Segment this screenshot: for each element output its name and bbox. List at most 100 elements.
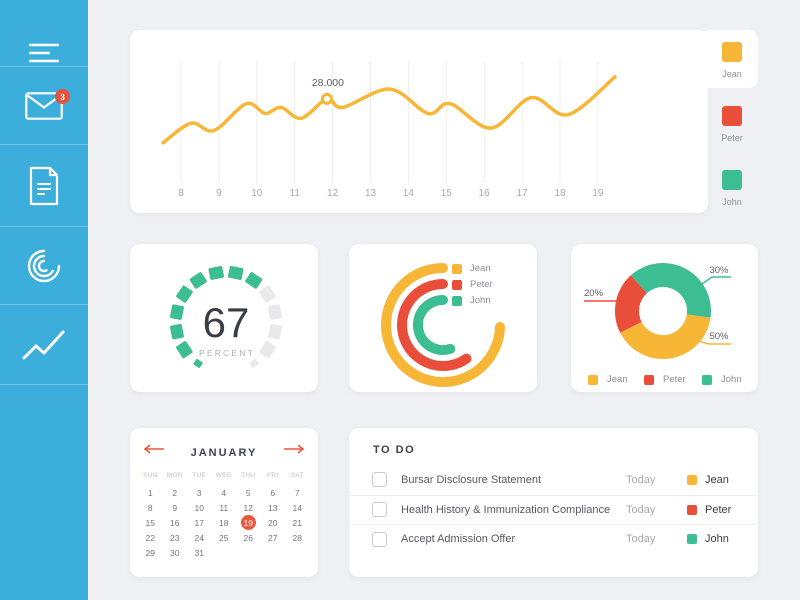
calendar-day[interactable]: 29 [145,548,155,559]
sidebar-item-reports[interactable] [0,227,88,305]
calendar-day[interactable]: 2 [172,487,178,498]
data-point-marker[interactable] [320,92,333,105]
todo-person-name: John [705,533,729,546]
calendar-day[interactable]: 30 [170,548,180,559]
callout-label-john: 30% [709,265,729,276]
calendar-day[interactable]: 21 [292,517,302,528]
callout-line-jean [697,340,731,345]
donut-slice-peter[interactable] [614,275,647,333]
todo-row[interactable]: Accept Admission Offer Today John [349,524,758,554]
x-axis-label: 16 [479,188,491,199]
gauge-segment [227,265,244,280]
donut-slice-jean[interactable] [620,314,711,360]
calendar-day[interactable]: 20 [268,517,278,528]
donut-chart-card: 50% 20% 30% Jean Peter John [571,244,758,392]
calendar-day[interactable]: 25 [219,533,229,544]
donut-legend-label: Peter [663,374,686,385]
todo-row[interactable]: Bursar Disclosure Statement Today Jean [349,465,758,495]
legend-item-jean[interactable]: Jean [710,42,754,79]
callout-line-peter [584,300,632,309]
gauge-unit-label: PERCENT [199,348,255,358]
calendar-day[interactable]: 26 [243,533,253,544]
calendar-day[interactable]: 8 [147,502,153,513]
calendar-day[interactable]: 12 [243,502,253,513]
calendar-day-headers: SUN MON TUE WED THU FRI SAT [138,472,310,479]
calendar-day[interactable]: 11 [219,502,229,513]
calendar-day[interactable]: 5 [245,487,251,498]
calendar-month-title: JANUARY [190,447,258,459]
todo-checkbox[interactable] [372,502,387,518]
calendar-day[interactable]: 6 [270,487,276,498]
radial-legend-label: Peter [470,279,493,290]
calendar-day[interactable]: 31 [194,548,204,559]
calendar-day[interactable]: 24 [194,533,204,544]
radial-ring-john [413,295,456,355]
todo-task-label: Health History & Immunization Compliance [401,503,611,516]
todo-title: TO DO [373,444,416,456]
calendar-day[interactable]: 16 [170,517,180,528]
calendar-day[interactable]: 7 [294,487,300,498]
todo-row[interactable]: Health History & Immunization Compliance… [349,494,758,525]
gauge-value: 67 [203,299,250,346]
unread-count-badge: 3 [55,89,70,104]
donut-legend-item-jean[interactable]: Jean [588,374,628,385]
calendar-day[interactable]: 27 [268,533,278,544]
calendar-grid: 1 2 3 4 5 6 7 8 9 10 11 12 13 14 15 16 17 18 19 20 21 22 23 24 2… [138,485,310,561]
calendar-day[interactable]: 4 [221,487,227,498]
next-month-arrow[interactable] [283,444,305,454]
calendar-day[interactable]: 22 [145,533,155,544]
calendar-day[interactable]: 28 [292,533,302,544]
legend-swatch-jean [722,42,742,62]
todo-checkbox[interactable] [372,531,387,547]
gauge-segment [193,358,203,369]
calendar-day[interactable]: 10 [194,502,204,513]
calendar-day[interactable]: 9 [172,502,178,513]
calendar-day[interactable]: 18 [219,517,229,528]
gauge-segment [176,285,193,303]
gauge-segment [169,323,184,340]
donut-legend-item-john[interactable]: John [702,374,742,385]
calendar-day-header: SUN [142,472,158,479]
todo-checkbox[interactable] [372,472,387,488]
x-axis-label: 15 [441,188,453,199]
selected-day: 19 [240,515,256,531]
donut-legend-item-peter[interactable]: Peter [644,374,686,385]
x-axis-label: 19 [592,188,604,199]
radial-legend-swatch [452,279,462,290]
gauge-segment [268,323,283,340]
calendar-day[interactable]: 17 [194,517,204,528]
radial-legend-item-jean[interactable]: Jean [452,263,491,274]
donut-slice-john[interactable] [630,263,711,318]
legend-item-peter[interactable]: Peter [710,106,754,143]
calendar-day[interactable]: 14 [292,502,302,513]
annotation-label: 28.000 [312,77,344,89]
arrow-left-icon [143,444,164,454]
x-axis-label: 8 [178,188,184,199]
calendar-day[interactable]: 13 [268,502,278,513]
previous-month-arrow[interactable] [143,444,165,454]
gauge-segment [208,265,225,280]
gauge-segment [169,304,184,320]
sidebar-item-menu[interactable] [0,0,88,67]
todo-person-name: Peter [705,503,732,516]
radial-legend-item-john[interactable]: John [452,295,491,306]
gauge-card: 67 PERCENT [130,244,318,392]
calendar-day[interactable]: 23 [170,533,180,544]
calendar-day[interactable]: 3 [196,487,202,498]
sidebar-item-analytics[interactable] [0,305,88,385]
gauge-segment [245,272,263,289]
donut-legend-swatch [588,374,598,385]
legend-label: Jean [722,69,742,79]
calendar-day-header: SAT [290,472,304,479]
calendar-day[interactable]: 1 [147,487,153,498]
sidebar-item-messages[interactable]: 3 [0,67,88,145]
sidebar-item-documents[interactable] [0,145,88,227]
calendar-day[interactable]: 15 [145,517,155,528]
radial-legend-item-peter[interactable]: Peter [452,279,493,290]
x-axis-label: 9 [216,188,222,199]
legend-item-john[interactable]: John [710,170,754,207]
radial-progress-card: Jean Peter John [349,244,537,392]
calendar-day-header: THU [241,472,256,479]
todo-person-swatch [687,474,697,485]
calendar-day-selected[interactable]: 19 [236,515,261,531]
